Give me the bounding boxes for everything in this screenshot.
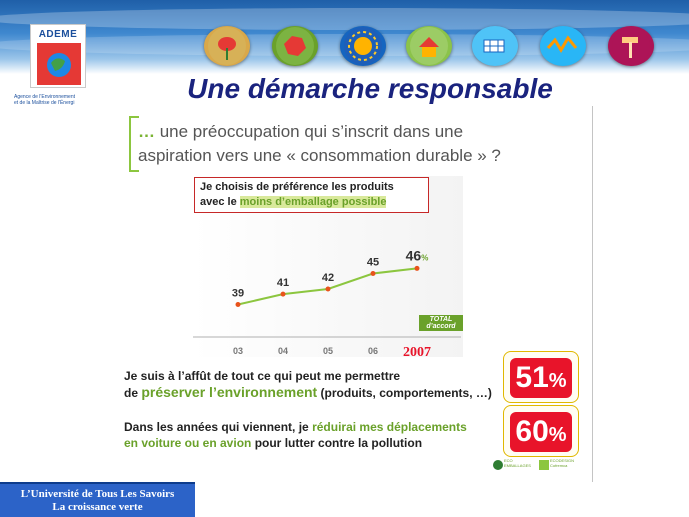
stat-2-unit: % [548,424,567,446]
total-badge-line-1: TOTAL [429,316,453,323]
logo-1-line-2: EMBALLAGES [504,463,531,468]
stat-2-prefix: Dans les années qui viennent, je [124,420,313,434]
data-label: 42 [322,272,334,284]
eco-emballages-icon [493,460,503,470]
total-badge: TOTAL d’accord [419,315,463,331]
stat-1-suffix: (produits, comportements, …) [317,386,492,400]
x-tick-label: 06 [368,346,378,356]
data-label: 46% [406,247,429,263]
logo-title: ADEME [38,29,78,40]
x-tick-label: 05 [323,346,333,356]
footer-box: L’Université de Tous Les Savoirs La croi… [0,482,195,517]
question-line-1: … une préoccupation qui s’inscrit dans u… [138,120,578,144]
logo-2-line-2: Cofremca [550,463,568,468]
chart-header: Je choisis de préférence les produits av… [194,177,429,213]
stat-badge-1-value: 51% [510,358,572,398]
source-logos: ECO EMBALLAGES ECODESIGN Cofremca [493,458,589,474]
data-label: 39 [232,288,244,300]
x-tick-label: 03 [233,346,243,356]
stat-2-suffix: pour lutter contre la pollution [251,436,423,450]
logo-caption-line: Agence de l'Environnement [14,94,75,100]
x-tick-label: 2007 [403,345,431,360]
stat-text-1: Je suis à l’affût de tout ce qui peut me… [124,368,494,401]
ademe-logo: ADEME [30,24,86,88]
chart-header-prefix: avec le [200,196,240,208]
chart-header-highlight: moins d’emballage possible [239,196,387,208]
footer-line-1: L’Université de Tous Les Savoirs [20,488,175,500]
logo-caption: Agence de l'Environnement et de la Maîtr… [14,94,114,106]
data-point [235,302,241,307]
eco-emballages-logo: ECO EMBALLAGES [493,458,531,474]
line-chart: 39 03 41 04 42 05 45 06 46% 2007 [193,247,461,360]
question-bracket [129,116,139,172]
house-icon [406,26,452,66]
stat-1-line-2: de préserver l’environnement (produits, … [124,384,494,401]
hammer-icon [608,26,654,66]
x-tick-label: 04 [278,346,288,356]
stat-2-value: 60 [515,415,549,448]
chart-header-line-2: avec le moins d’emballage possible [200,195,423,210]
footer-line-2: La croissance verte [52,501,143,513]
data-point [325,286,331,292]
flower-icon [204,26,250,66]
stat-1-unit: % [548,370,567,392]
logo-caption-line: et de la Maîtrise de l'Énergi [14,100,75,106]
logo-1-line-1: ECO [504,458,513,463]
stat-text-2: Dans les années qui viennent, je réduira… [124,419,494,451]
data-label-unit: % [421,253,428,262]
sun-icon [340,26,386,66]
data-point [370,271,376,276]
logo-2-line-1: ECODESIGN [550,458,575,463]
ecodesign-logo: ECODESIGN Cofremca [539,458,574,474]
data-label: 41 [277,277,289,289]
chart-header-line-1: Je choisis de préférence les produits [200,181,394,193]
question-line-2: aspiration vers une « consommation durab… [138,146,501,165]
solar-panel-icon [472,26,518,66]
question-ellipsis: … [138,122,155,141]
question-line-1-text: une préoccupation qui s’inscrit dans une [155,122,464,141]
stat-2-line-1: Dans les années qui viennent, je réduira… [124,419,494,435]
earth-icon [272,26,318,66]
stat-badge-1: 51% [503,351,579,403]
ademe-logo-mark [37,43,81,85]
total-badge-line-2: d’accord [426,323,456,330]
ecodesign-icon [539,460,549,470]
stat-2-line-2: en voiture ou en avion pour lutter contr… [124,435,494,451]
data-point [280,291,286,297]
data-point [414,265,420,271]
stat-1-value: 51 [515,361,549,394]
stat-1-prefix: de [124,386,142,400]
stat-2-highlight-1: réduirai mes déplacements [312,420,467,434]
stat-1-line-1: Je suis à l’affût de tout ce qui peut me… [124,369,401,383]
stat-badge-2-value: 60% [510,412,572,452]
stat-2-highlight-2: en voiture ou en avion [124,436,252,450]
wave-icon [540,26,586,66]
data-label: 45 [367,257,379,269]
stat-badge-2: 60% [503,405,579,457]
slide-title: Une démarche responsable [187,73,553,104]
stat-1-highlight: préserver l’environnement [141,384,318,400]
question-text: … une préoccupation qui s’inscrit dans u… [138,120,578,168]
